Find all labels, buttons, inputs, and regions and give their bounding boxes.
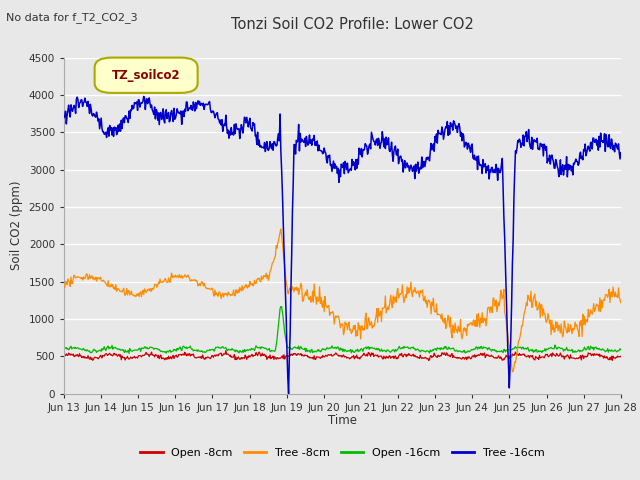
Text: Tonzi Soil CO2 Profile: Lower CO2: Tonzi Soil CO2 Profile: Lower CO2 bbox=[230, 17, 474, 32]
FancyBboxPatch shape bbox=[95, 58, 198, 93]
Legend: Open -8cm, Tree -8cm, Open -16cm, Tree -16cm: Open -8cm, Tree -8cm, Open -16cm, Tree -… bbox=[136, 443, 549, 462]
X-axis label: Time: Time bbox=[328, 414, 357, 427]
Text: TZ_soilco2: TZ_soilco2 bbox=[112, 69, 180, 82]
Y-axis label: Soil CO2 (ppm): Soil CO2 (ppm) bbox=[10, 181, 23, 270]
Text: No data for f_T2_CO2_3: No data for f_T2_CO2_3 bbox=[6, 12, 138, 23]
